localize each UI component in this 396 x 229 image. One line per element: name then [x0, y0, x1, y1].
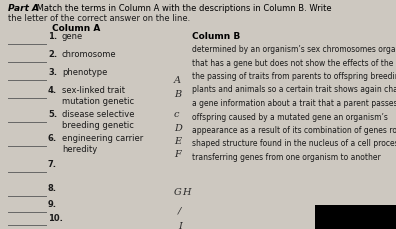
- Text: gene: gene: [62, 32, 83, 41]
- Text: plants and animals so a certain trait shows again change in: plants and animals so a certain trait sh…: [192, 85, 396, 95]
- Text: I: I: [178, 222, 182, 229]
- Text: the passing of traits from parents to offspring breeding: the passing of traits from parents to of…: [192, 72, 396, 81]
- Text: 3.: 3.: [48, 68, 57, 77]
- Text: c: c: [174, 110, 179, 119]
- Text: phenotype: phenotype: [62, 68, 107, 77]
- Text: sex-linked trait: sex-linked trait: [62, 86, 125, 95]
- Text: Column A: Column A: [52, 24, 100, 33]
- Text: 4.: 4.: [48, 86, 57, 95]
- Text: transferring genes from one organism to another: transferring genes from one organism to …: [192, 153, 381, 162]
- Text: 2.: 2.: [48, 50, 57, 59]
- Text: E: E: [174, 137, 181, 146]
- Text: heredity: heredity: [62, 145, 97, 154]
- Text: D: D: [174, 124, 182, 133]
- Text: shaped structure found in the nucleus of a cell process of: shaped structure found in the nucleus of…: [192, 139, 396, 148]
- Text: 9.: 9.: [48, 200, 57, 209]
- Text: H: H: [182, 188, 190, 197]
- Bar: [315, 205, 396, 229]
- Text: breeding genetic: breeding genetic: [62, 121, 134, 130]
- Text: G: G: [174, 188, 182, 197]
- Text: F: F: [174, 150, 181, 159]
- Text: mutation genetic: mutation genetic: [62, 97, 134, 106]
- Text: B: B: [174, 90, 181, 99]
- Text: engineering carrier: engineering carrier: [62, 134, 143, 143]
- Text: 8.: 8.: [48, 184, 57, 193]
- Text: determined by an organism’s sex chromosomes organism: determined by an organism’s sex chromoso…: [192, 45, 396, 54]
- Text: offspring caused by a mutated gene an organism’s: offspring caused by a mutated gene an or…: [192, 112, 388, 122]
- Text: Match the terms in Column A with the descriptions in Column B. Write: Match the terms in Column A with the des…: [34, 4, 331, 13]
- Text: 6.: 6.: [48, 134, 57, 143]
- Text: a gene information about a trait that a parent passes to its: a gene information about a trait that a …: [192, 99, 396, 108]
- Text: 7.: 7.: [48, 160, 57, 169]
- Text: appearance as a result of its combination of genes rod-: appearance as a result of its combinatio…: [192, 126, 396, 135]
- Text: A: A: [174, 76, 181, 85]
- Text: Part A: Part A: [8, 4, 39, 13]
- Text: 5.: 5.: [48, 110, 57, 119]
- Text: /: /: [178, 206, 181, 215]
- Text: Column B: Column B: [192, 32, 240, 41]
- Text: the letter of the correct answer on the line.: the letter of the correct answer on the …: [8, 14, 190, 23]
- Text: that has a gene but does not show the effects of the gene: that has a gene but does not show the ef…: [192, 58, 396, 68]
- Text: chromosome: chromosome: [62, 50, 117, 59]
- Text: 10.: 10.: [48, 214, 63, 223]
- Text: disease selective: disease selective: [62, 110, 135, 119]
- Text: 1.: 1.: [48, 32, 57, 41]
